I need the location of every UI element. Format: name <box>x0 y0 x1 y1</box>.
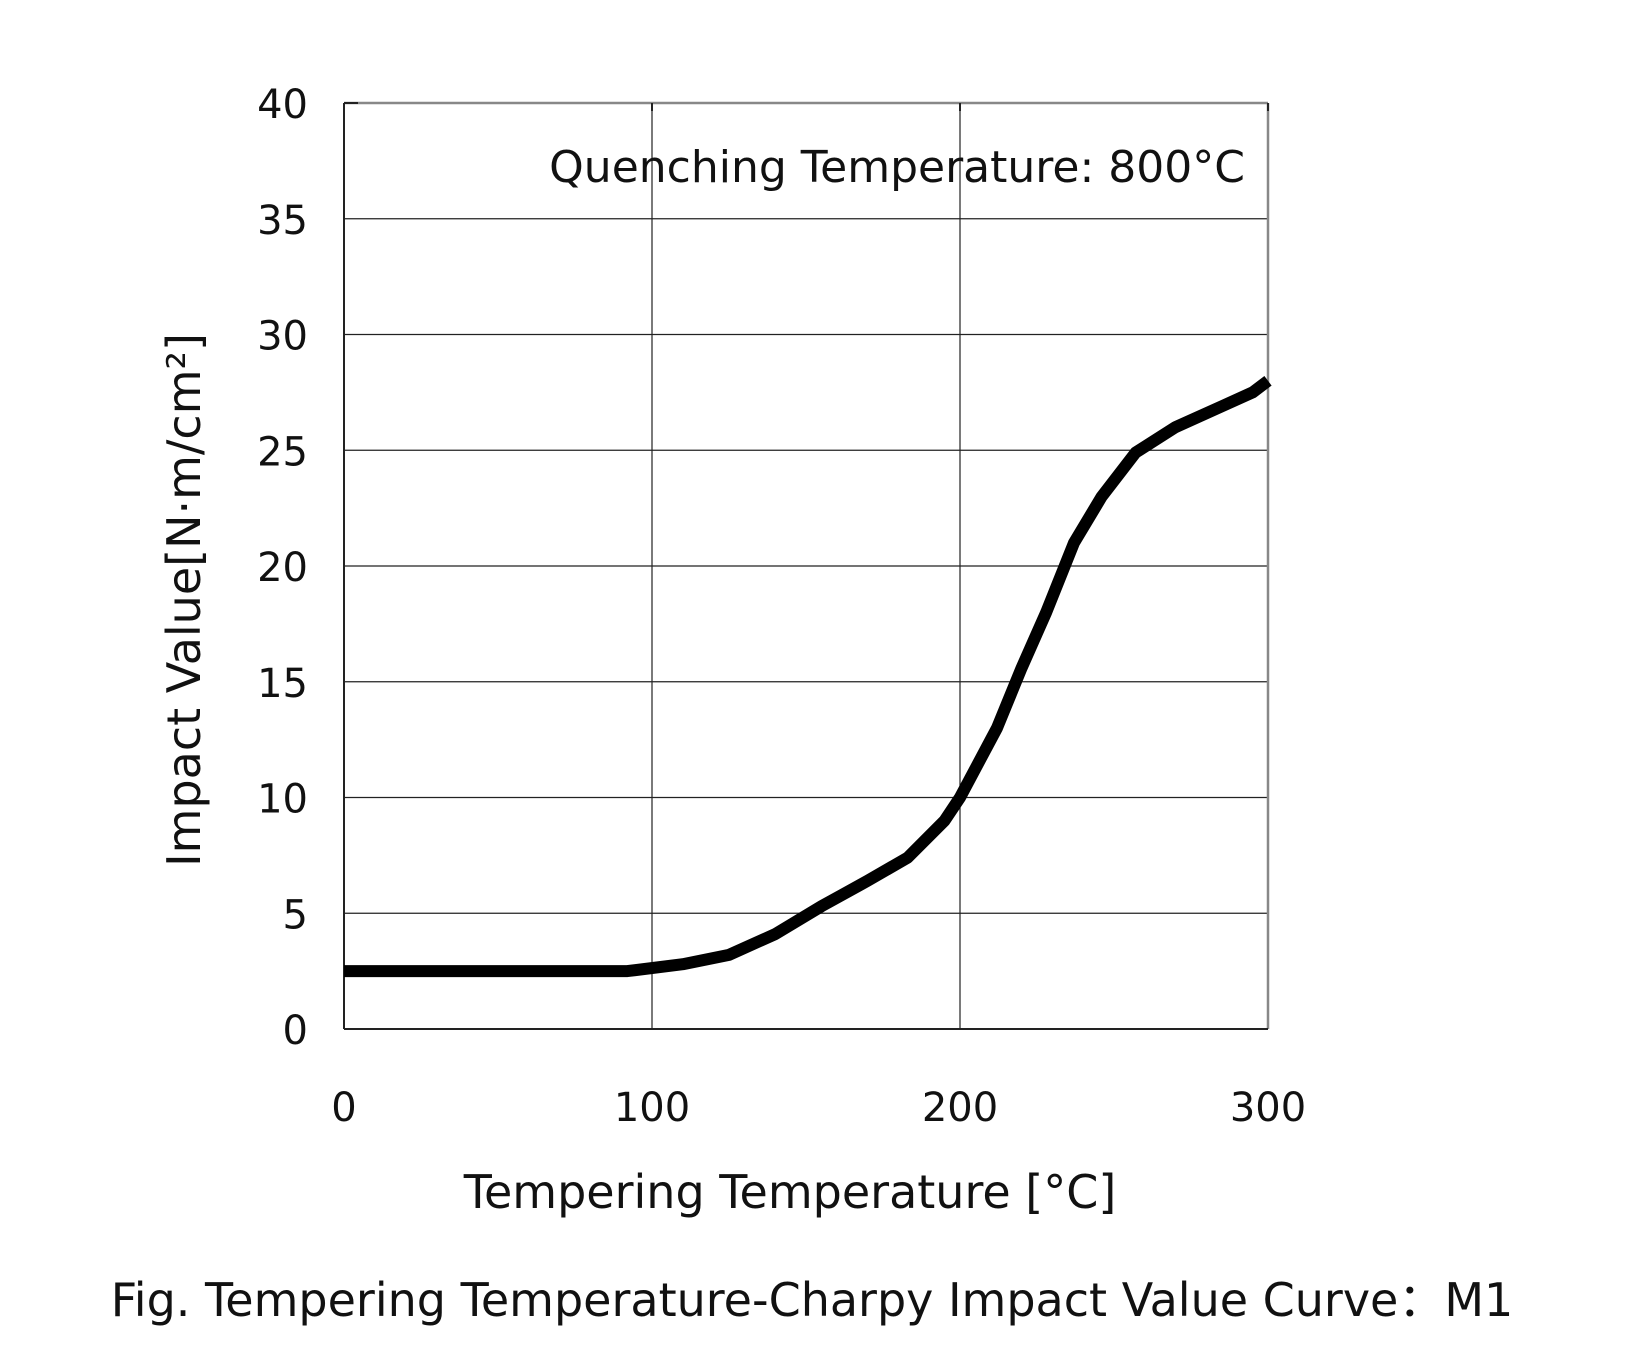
grid <box>344 103 1268 1029</box>
y-tick-label-10: 10 <box>257 777 308 823</box>
y-tick-label-30: 30 <box>257 314 308 360</box>
series-line-0 <box>344 376 1272 978</box>
y-tick-label-25: 25 <box>257 429 308 475</box>
annotation-quenching-temperature: Quenching Temperature: 800°C <box>549 142 1245 193</box>
x-tick-label-100: 100 <box>614 1085 690 1131</box>
x-tick-label-0: 0 <box>331 1085 356 1131</box>
y-tick-label-0: 0 <box>283 1008 308 1054</box>
y-axis-title: Impact Value[N·m/cm²] <box>157 333 211 867</box>
y-tick-label-40: 40 <box>257 82 308 128</box>
y-tick-label-35: 35 <box>257 198 308 244</box>
x-tick-label-200: 200 <box>922 1085 998 1131</box>
figure-caption: Fig. Tempering Temperature-Charpy Impact… <box>111 1273 1514 1327</box>
series-layer <box>344 376 1272 978</box>
x-axis-title: Tempering Temperature [°C] <box>463 1165 1117 1219</box>
y-tick-label-20: 20 <box>257 545 308 591</box>
x-tick-label-300: 300 <box>1230 1085 1306 1131</box>
y-tick-label-5: 5 <box>283 892 308 938</box>
axes <box>343 101 1270 1030</box>
y-tick-label-15: 15 <box>257 661 308 707</box>
tick-labels: 0 5 10 15 20 25 30 35 40 0 100 200 300 <box>257 82 1306 1131</box>
